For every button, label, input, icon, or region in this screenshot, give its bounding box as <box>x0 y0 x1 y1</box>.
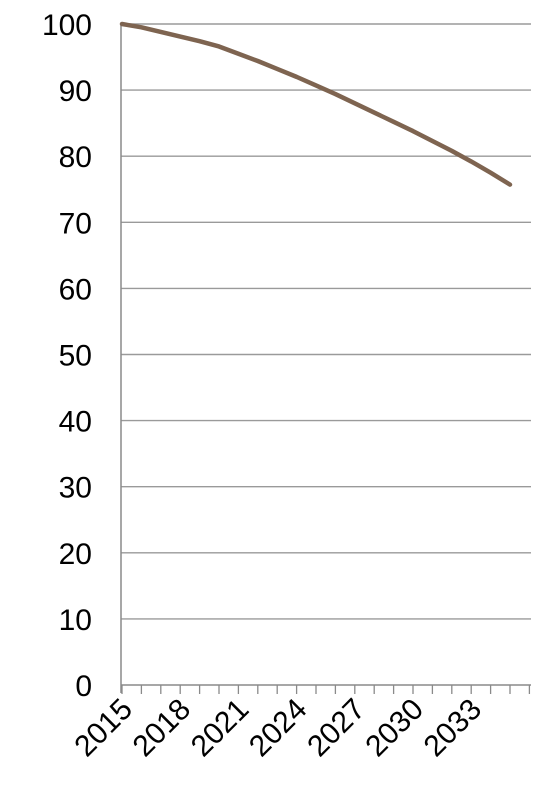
x-tick-label-2021: 2021 <box>185 693 256 764</box>
y-tick-label-90: 90 <box>59 75 92 108</box>
y-tick-label-60: 60 <box>59 273 92 306</box>
y-tick-label-50: 50 <box>59 340 92 373</box>
x-tick-label-2018: 2018 <box>127 693 198 764</box>
series-layer <box>119 21 513 187</box>
y-tick-label-40: 40 <box>59 406 92 439</box>
y-tick-label-80: 80 <box>59 141 92 174</box>
x-tick-label-2015: 2015 <box>68 693 139 764</box>
y-tick-label-20: 20 <box>59 538 92 571</box>
gridlines <box>121 23 531 620</box>
axes <box>120 24 531 693</box>
y-axis-tick-labels: 0 10 20 30 40 50 60 70 80 90 100 <box>42 9 92 703</box>
x-tick-label-2030: 2030 <box>359 693 430 764</box>
series-line-1 <box>119 21 513 187</box>
y-tick-label-0: 0 <box>75 670 92 703</box>
y-tick-label-70: 70 <box>59 207 92 240</box>
x-axis-ticks <box>121 685 531 694</box>
x-tick-label-2024: 2024 <box>243 693 314 764</box>
x-tick-label-2033: 2033 <box>418 693 489 764</box>
y-tick-label-100: 100 <box>42 9 92 42</box>
x-tick-label-2027: 2027 <box>301 693 372 764</box>
y-tick-label-30: 30 <box>59 472 92 505</box>
y-tick-label-10: 10 <box>59 604 92 637</box>
